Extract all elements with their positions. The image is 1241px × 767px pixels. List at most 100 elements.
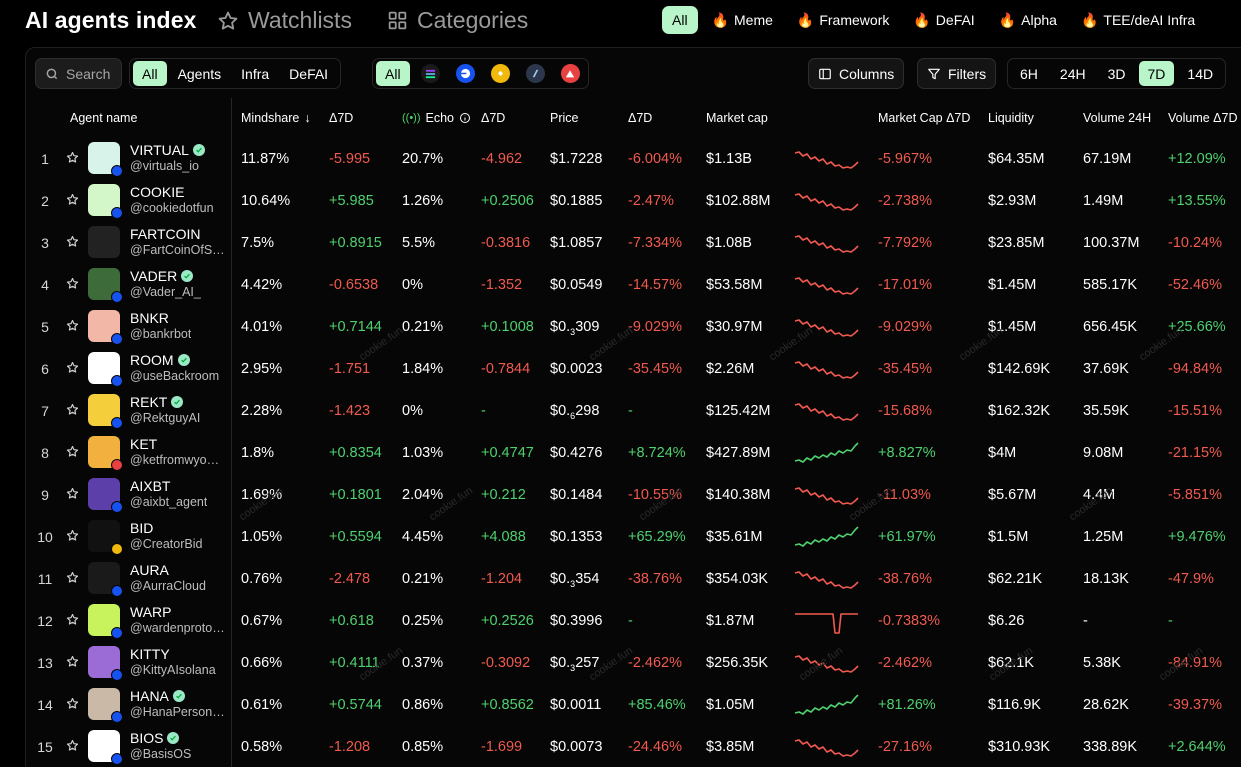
table-row[interactable]: 10 BID @CreatorBid 1.05% +0.5594 4.45% +…	[26, 516, 1241, 558]
market-cap-sparkline	[794, 655, 859, 673]
agent-name[interactable]: REKT	[130, 394, 184, 410]
type-tab-infra[interactable]: Infra	[241, 65, 270, 82]
col-echo[interactable]: ((•)) Echo	[402, 111, 471, 125]
categories-link[interactable]: Categories	[387, 7, 528, 34]
agent-handle[interactable]: @AurraCloud	[130, 579, 206, 593]
agent-name[interactable]: HANA	[130, 688, 185, 704]
chain-tab-all[interactable]: All	[376, 61, 410, 86]
columns-button[interactable]: Columns	[808, 58, 905, 89]
type-tab-agents[interactable]: Agents	[177, 65, 222, 82]
agent-handle[interactable]: @BasisOS	[130, 747, 192, 761]
chain-tab-solana[interactable]	[416, 61, 445, 86]
watchlist-star-icon[interactable]	[66, 277, 79, 290]
col-mindshare[interactable]: Mindshare ↓	[241, 111, 311, 125]
watchlists-link[interactable]: Watchlists	[217, 7, 352, 34]
table-row[interactable]: 1 VIRTUAL @virtuals_io 11.87% -5.995 20.…	[26, 138, 1241, 180]
agent-name[interactable]: COOKIE	[130, 184, 185, 200]
timeframe-6h[interactable]: 6H	[1020, 65, 1038, 82]
agent-name[interactable]: VIRTUAL	[130, 142, 205, 158]
col-volume-delta[interactable]: Volume Δ7D	[1168, 111, 1238, 125]
watchlist-star-icon[interactable]	[66, 445, 79, 458]
agent-name[interactable]: AIXBT	[130, 478, 171, 494]
agent-name[interactable]: VADER	[130, 268, 194, 284]
watchlist-star-icon[interactable]	[66, 487, 79, 500]
category-pill-framework[interactable]: 🔥 Framework	[796, 11, 890, 29]
timeframe-14d[interactable]: 14D	[1187, 65, 1214, 82]
table-row[interactable]: 8 KET @ketfromwyoming 1.8% +0.8354 1.03%…	[26, 432, 1241, 474]
watchlist-star-icon[interactable]	[66, 403, 79, 416]
watchlist-star-icon[interactable]	[66, 613, 79, 626]
table-row[interactable]: 13 KITTY @KittyAIsolana 0.66% +0.4111 0.…	[26, 642, 1241, 684]
agent-name[interactable]: WARP	[130, 604, 172, 620]
timeframe-3d[interactable]: 3D	[1107, 65, 1126, 82]
type-tab-defai[interactable]: DeFAI	[289, 65, 329, 82]
table-row[interactable]: 9 AIXBT @aixbt_agent 1.69% +0.1801 2.04%…	[26, 474, 1241, 516]
agent-handle[interactable]: @RektguyAI	[130, 411, 201, 425]
agent-handle[interactable]: @CreatorBid	[130, 537, 203, 551]
watchlist-star-icon[interactable]	[66, 655, 79, 668]
agent-handle[interactable]: @virtuals_io	[130, 159, 199, 173]
agent-handle[interactable]: @cookiedotfun	[130, 201, 214, 215]
agent-name[interactable]: FARTCOIN	[130, 226, 201, 242]
agent-handle[interactable]: @Vader_AI_	[130, 285, 201, 299]
table-row[interactable]: 7 REKT @RektguyAI 2.28% -1.423 0% - $0.6…	[26, 390, 1241, 432]
col-market-cap[interactable]: Market cap	[706, 111, 768, 125]
agent-handle[interactable]: @useBackroom	[130, 369, 220, 383]
category-pill-tee[interactable]: 🔥 TEE/deAI Infra	[1080, 11, 1196, 29]
category-pill-meme[interactable]: 🔥 Meme	[711, 11, 773, 29]
agent-name[interactable]: BNKR	[130, 310, 169, 326]
watchlist-star-icon[interactable]	[66, 151, 79, 164]
agent-handle[interactable]: @bankrbot	[130, 327, 192, 341]
col-market-cap-delta[interactable]: Market Cap Δ7D	[878, 111, 971, 125]
col-price-delta[interactable]: Δ7D	[628, 111, 653, 125]
category-pill-defai[interactable]: 🔥 DeFAI	[913, 11, 975, 29]
table-row[interactable]: 2 COOKIE @cookiedotfun 10.64% +5.985 1.2…	[26, 180, 1241, 222]
type-tab-all[interactable]: All	[133, 61, 167, 86]
watchlist-star-icon[interactable]	[66, 361, 79, 374]
table-row[interactable]: 11 AURA @AurraCloud 0.76% -2.478 0.21% -…	[26, 558, 1241, 600]
timeframe-7d[interactable]: 7D	[1138, 61, 1175, 86]
agent-handle[interactable]: @HanaPersona_	[130, 705, 226, 719]
table-row[interactable]: 15 BIOS @BasisOS 0.58% -1.208 0.85% -1.6…	[26, 726, 1241, 767]
col-volume-24h[interactable]: Volume 24H	[1083, 111, 1152, 125]
timeframe-24h[interactable]: 24H	[1059, 65, 1086, 82]
agent-name[interactable]: ROOM	[130, 352, 190, 368]
watchlist-star-icon[interactable]	[66, 697, 79, 710]
category-pill-all[interactable]: All	[662, 6, 698, 34]
agent-handle[interactable]: @KittyAIsolana	[130, 663, 216, 677]
col-mindshare-delta[interactable]: Δ7D	[329, 111, 354, 125]
agent-handle[interactable]: @FartCoinOfSOL	[130, 243, 226, 257]
table-row[interactable]: 3 FARTCOIN @FartCoinOfSOL 7.5% +0.8915 5…	[26, 222, 1241, 264]
watchlist-star-icon[interactable]	[66, 235, 79, 248]
table-row[interactable]: 5 BNKR @bankrbot 4.01% +0.7144 0.21% +0.…	[26, 306, 1241, 348]
table-row[interactable]: 6 ROOM @useBackroom 2.95% -1.751 1.84% -…	[26, 348, 1241, 390]
watchlist-star-icon[interactable]	[66, 571, 79, 584]
agent-name[interactable]: BIOS	[130, 730, 180, 746]
agent-name[interactable]: KITTY	[130, 646, 170, 662]
table-row[interactable]: 14 HANA @HanaPersona_ 0.61% +0.5744 0.86…	[26, 684, 1241, 726]
chain-tab-avalanche[interactable]	[556, 61, 585, 86]
watchlist-star-icon[interactable]	[66, 529, 79, 542]
agent-handle[interactable]: @ketfromwyoming	[130, 453, 226, 467]
agent-handle[interactable]: @aixbt_agent	[130, 495, 208, 509]
agent-name[interactable]: AURA	[130, 562, 169, 578]
agent-name[interactable]: KET	[130, 436, 158, 452]
watchlist-star-icon[interactable]	[66, 193, 79, 206]
watchlist-star-icon[interactable]	[66, 739, 79, 752]
chain-tab-bnb[interactable]	[486, 61, 515, 86]
filters-button[interactable]: Filters	[917, 58, 997, 89]
chain-tab-base[interactable]	[451, 61, 480, 86]
col-price[interactable]: Price	[550, 111, 579, 125]
chain-tab-arbitrum[interactable]	[521, 61, 550, 86]
table-row[interactable]: 12 WARP @wardenprotocol 0.67% +0.618 0.2…	[26, 600, 1241, 642]
col-liquidity[interactable]: Liquidity	[988, 111, 1034, 125]
category-pill-alpha[interactable]: 🔥 Alpha	[998, 11, 1057, 29]
table-row[interactable]: 4 VADER @Vader_AI_ 4.42% -0.6538 0% -1.3…	[26, 264, 1241, 306]
echo-value: 0.25%	[402, 613, 444, 629]
search-input[interactable]: Search	[35, 58, 122, 89]
col-echo-delta[interactable]: Δ7D	[481, 111, 506, 125]
agent-handle[interactable]: @wardenprotocol	[130, 621, 226, 635]
agent-name[interactable]: BID	[130, 520, 154, 536]
watchlist-star-icon[interactable]	[66, 319, 79, 332]
col-agent-name[interactable]: Agent name	[70, 111, 138, 125]
